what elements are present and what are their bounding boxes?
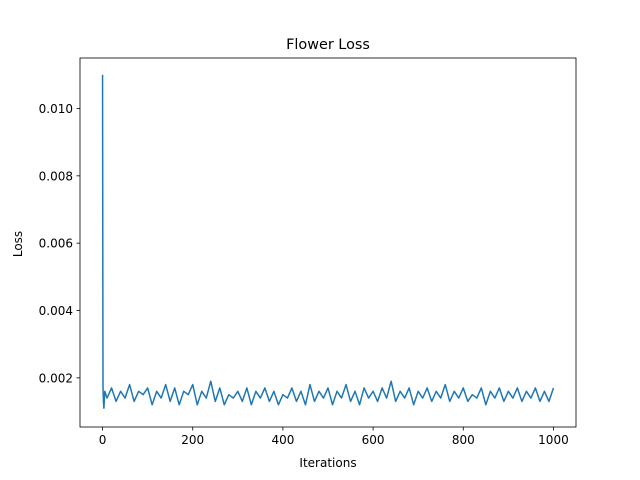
y-axis-label: Loss [11, 231, 25, 257]
y-tick-label: 0.004 [39, 304, 73, 318]
chart-title: Flower Loss [286, 37, 370, 53]
loss-series-line [101, 74, 555, 409]
plot-area [101, 74, 555, 409]
x-tick-label: 200 [181, 433, 204, 447]
x-axis-label: Iterations [299, 456, 356, 470]
y-tick-label: 0.008 [39, 169, 73, 183]
x-tick-label: 400 [271, 433, 294, 447]
y-tick-label: 0.010 [39, 102, 73, 116]
y-tick-label: 0.006 [39, 237, 73, 251]
axes-frame [79, 57, 577, 428]
y-axis: 0.002 0.004 0.006 0.008 0.010 [39, 102, 80, 385]
x-tick-label: 800 [452, 433, 475, 447]
x-tick-label: 0 [99, 433, 107, 447]
x-tick-label: 1000 [538, 433, 569, 447]
x-tick-label: 600 [362, 433, 385, 447]
x-axis: 0 200 400 600 800 1000 [99, 427, 569, 447]
y-tick-label: 0.002 [39, 371, 73, 385]
